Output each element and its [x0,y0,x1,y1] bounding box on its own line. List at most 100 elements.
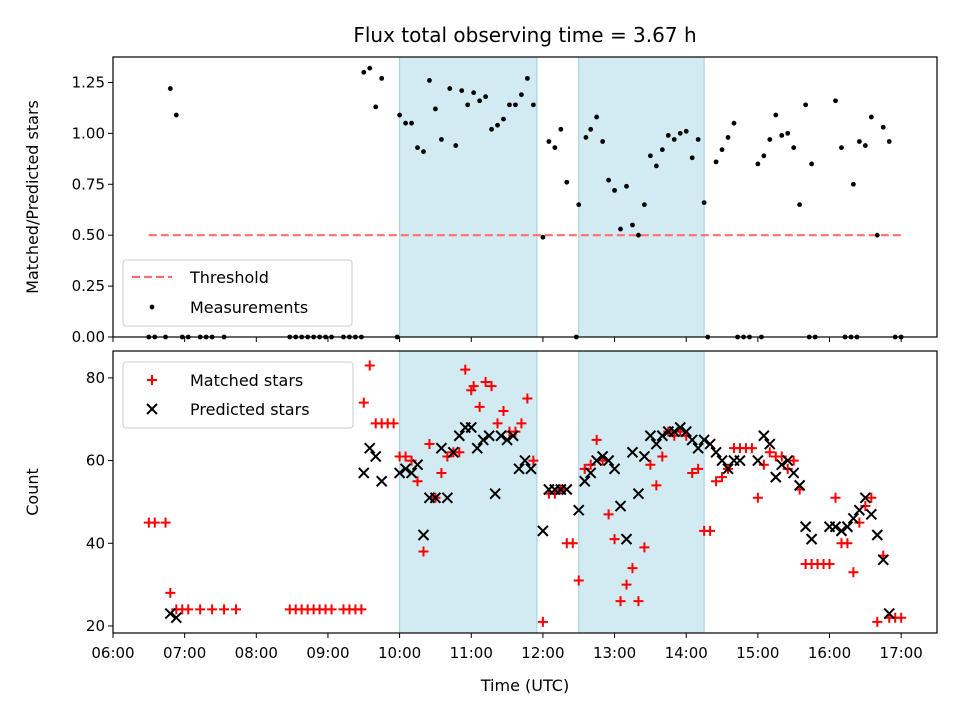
matched-star-point [219,604,230,615]
measurement-point [719,147,725,153]
x-tick-label: 06:00 [91,644,134,662]
axes-frame [112,56,938,338]
x-tick-label: 16:00 [808,644,851,662]
measurement-point [552,145,558,151]
matched-star-point [705,525,716,536]
x-axis-label: Time (UTC) [480,676,569,695]
predicted-star-point [447,446,460,459]
matched-star-point [573,575,584,586]
matched-star-point [326,604,337,615]
predicted-star-point [674,421,686,434]
measurement-point [477,98,483,104]
matched-star-point [165,587,176,598]
legend-predicted-swatch [146,403,158,415]
matched-star-point [454,447,465,458]
matched-star-point [358,397,369,408]
predicted-star-point [495,430,507,442]
matched-star-point [406,455,417,466]
measurement-point [856,139,862,144]
legend-matched-swatch [147,375,157,385]
measurement-point [677,130,683,136]
legend-matched-label: Matched stars [190,371,303,390]
y-tick-label: 0.00 [72,328,105,346]
y-tick-label: 0.25 [72,277,105,295]
measurement-point [803,102,809,108]
matched-star-point [746,443,757,454]
counts-panel: 20 40 60 80 06:00 07:00 08:00 09:00 10:00 11:00 12… [23,350,938,695]
matched-star-point [516,418,527,429]
measurement-point [779,133,785,138]
predicted-star-point [399,463,412,475]
x-tick-label: 09:00 [306,644,349,662]
matched-star-point [585,459,596,470]
matched-star-point [752,492,763,503]
measurement-point [642,202,647,208]
predicted-star-point [596,450,609,463]
predicted-star-point [465,421,477,434]
matched-star-point [621,579,632,590]
predicted-star-point [375,475,388,487]
predicted-star-point [776,459,788,471]
predicted-star-point [507,430,519,442]
measurement-point [459,88,465,93]
measurement-point [701,200,707,206]
legend-predicted-label: Predicted stars [190,400,310,419]
matched-star-point [579,463,590,474]
measurement-point [576,202,582,208]
matched-star-point [609,534,620,545]
predicted-star-point [501,434,513,446]
matched-star-point [528,455,539,466]
matched-star-point [492,418,503,429]
measurement-point [653,163,659,169]
matched-star-point [782,463,793,474]
y-tick-label: 60 [86,452,105,470]
measurement-point [507,102,512,108]
matched-star-point [510,426,521,437]
measurement-point [588,126,594,132]
predicted-star-point [537,525,549,537]
predicted-star-point [704,438,716,450]
matched-star-point [764,447,775,458]
measurement-point [427,78,432,83]
measurement-point [564,179,570,185]
y-tick-label: 20 [86,617,105,635]
predicted-star-point [859,492,872,504]
predicted-star-point [847,512,860,525]
matched-star-point [183,604,194,615]
measurement-point [755,161,761,167]
measurement-point [397,112,403,118]
matched-star-point [872,616,883,627]
measurement-point [403,120,408,126]
matched-star-point [615,596,626,607]
matched-star-point [442,451,453,462]
matched-star-point [537,616,548,627]
observing-band [399,56,538,338]
predicted-star-point [525,463,537,475]
matched-star-point [758,459,769,470]
predicted-star-point [644,430,657,442]
axes-frame [112,350,938,634]
matched-star-point [160,517,171,528]
x-tick-label: 12:00 [521,644,564,662]
x-tick-label: 15:00 [736,644,779,662]
observing-band [399,350,538,634]
measurement-point [465,102,471,108]
predicted-star-point [650,438,663,450]
measurement-point [495,122,500,128]
measurement-point [447,86,453,91]
predicted-star-point [710,446,722,459]
measurement-point [868,114,874,120]
measurement-point [647,153,653,159]
matched-star-point [356,604,367,615]
matched-star-point [468,381,479,392]
predicted-star-point [513,463,525,475]
predicted-star-point [584,467,597,479]
measurement-point [683,128,689,134]
predicted-star-point [573,504,585,516]
predicted-star-point [411,459,424,471]
measurement-point [713,159,719,165]
predicted-star-point [358,467,370,479]
predicted-star-point [841,521,854,533]
measurement-point [421,149,426,155]
